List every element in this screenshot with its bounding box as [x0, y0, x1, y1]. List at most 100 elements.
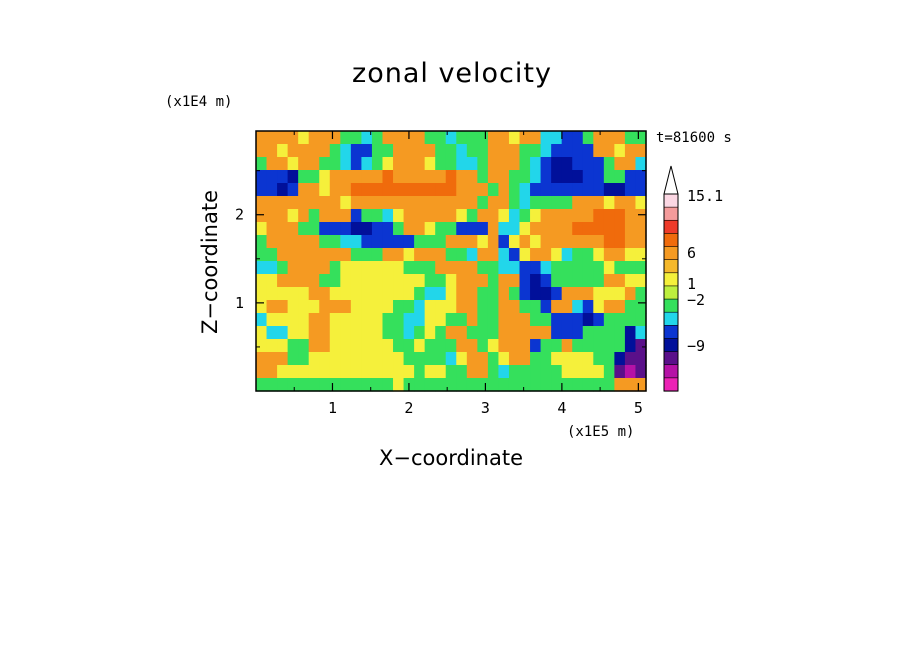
- field-cell: [361, 235, 373, 249]
- field-cell: [603, 222, 615, 236]
- field-cell: [414, 339, 426, 353]
- field-cell: [445, 144, 457, 158]
- field-cell: [603, 352, 615, 366]
- field-cell: [593, 378, 605, 392]
- field-cell: [308, 261, 320, 275]
- field-cell: [487, 365, 500, 379]
- field-cell: [350, 339, 362, 353]
- field-cell: [308, 196, 320, 210]
- field-cell: [298, 352, 310, 366]
- field-cell: [519, 248, 531, 262]
- field-cell: [593, 131, 605, 145]
- field-cell: [414, 144, 426, 158]
- field-cell: [508, 378, 521, 392]
- field-cell: [572, 209, 584, 223]
- field-cell: [393, 352, 405, 366]
- field-cell: [466, 378, 478, 392]
- field-cell: [277, 183, 289, 197]
- field-cell: [572, 352, 584, 366]
- field-cell: [403, 339, 415, 353]
- field-cell: [487, 261, 500, 275]
- field-cell: [424, 170, 436, 184]
- field-cell: [561, 157, 573, 171]
- field-cell: [435, 235, 447, 249]
- field-cell: [350, 131, 362, 145]
- field-cell: [561, 144, 573, 158]
- field-cell: [582, 235, 594, 249]
- field-cell: [445, 352, 457, 366]
- field-cell: [266, 157, 278, 171]
- field-cell: [266, 183, 278, 197]
- field-cell: [614, 235, 626, 249]
- field-cell: [435, 300, 447, 314]
- field-cell: [582, 261, 594, 275]
- field-cell: [424, 209, 436, 223]
- field-cell: [266, 131, 278, 145]
- field-cell: [551, 378, 563, 392]
- field-cell: [498, 248, 510, 262]
- field-cell: [382, 235, 394, 249]
- field-cell: [519, 326, 531, 340]
- field-cell: [466, 287, 478, 301]
- field-cell: [445, 313, 457, 327]
- field-cell: [340, 196, 352, 210]
- colorbar-swatch: [663, 351, 679, 366]
- field-cell: [593, 235, 605, 249]
- field-cell: [319, 339, 331, 353]
- field-cell: [530, 326, 542, 340]
- field-cell: [382, 313, 394, 327]
- field-cell: [445, 365, 457, 379]
- field-cell: [624, 170, 637, 184]
- field-cell: [593, 209, 605, 223]
- field-cell: [340, 235, 352, 249]
- field-cell: [582, 339, 594, 353]
- field-cell: [382, 378, 394, 392]
- field-cell: [256, 274, 268, 288]
- field-cell: [287, 209, 299, 223]
- field-cell: [371, 365, 384, 379]
- y-tick-label: 2: [235, 206, 244, 224]
- field-cell: [340, 339, 352, 353]
- field-cell: [414, 183, 426, 197]
- field-cell: [393, 196, 405, 210]
- field-cell: [340, 131, 352, 145]
- x-tick-label: 2: [404, 399, 413, 417]
- field-cell: [540, 300, 552, 314]
- field-cell: [487, 313, 500, 327]
- field-cell: [350, 157, 362, 171]
- field-cell: [266, 248, 278, 262]
- field-cell: [540, 196, 552, 210]
- field-cell: [498, 170, 510, 184]
- field-cell: [508, 261, 521, 275]
- field-cell: [393, 222, 405, 236]
- field-cell: [477, 196, 489, 210]
- field-cell: [635, 300, 647, 314]
- field-cell: [508, 274, 521, 288]
- field-cell: [614, 287, 626, 301]
- field-cell: [508, 209, 521, 223]
- field-cell: [530, 222, 542, 236]
- field-cell: [635, 365, 647, 379]
- colorbar-swatch: [663, 325, 679, 340]
- field-cell: [287, 352, 299, 366]
- field-cell: [540, 183, 552, 197]
- field-cell: [572, 261, 584, 275]
- field-cell: [508, 157, 521, 171]
- field-cell: [287, 235, 299, 249]
- field-cell: [635, 222, 647, 236]
- field-cell: [487, 274, 500, 288]
- field-cell: [498, 209, 510, 223]
- field-cell: [551, 261, 563, 275]
- field-cell: [530, 235, 542, 249]
- field-cell: [340, 352, 352, 366]
- colorbar-label: 6: [687, 244, 696, 262]
- field-cell: [530, 274, 542, 288]
- field-cell: [593, 183, 605, 197]
- field-cell: [582, 287, 594, 301]
- field-cell: [614, 326, 626, 340]
- field-cell: [519, 352, 531, 366]
- field-cell: [614, 157, 626, 171]
- field-cell: [477, 352, 489, 366]
- field-cell: [456, 287, 468, 301]
- field-cell: [614, 131, 626, 145]
